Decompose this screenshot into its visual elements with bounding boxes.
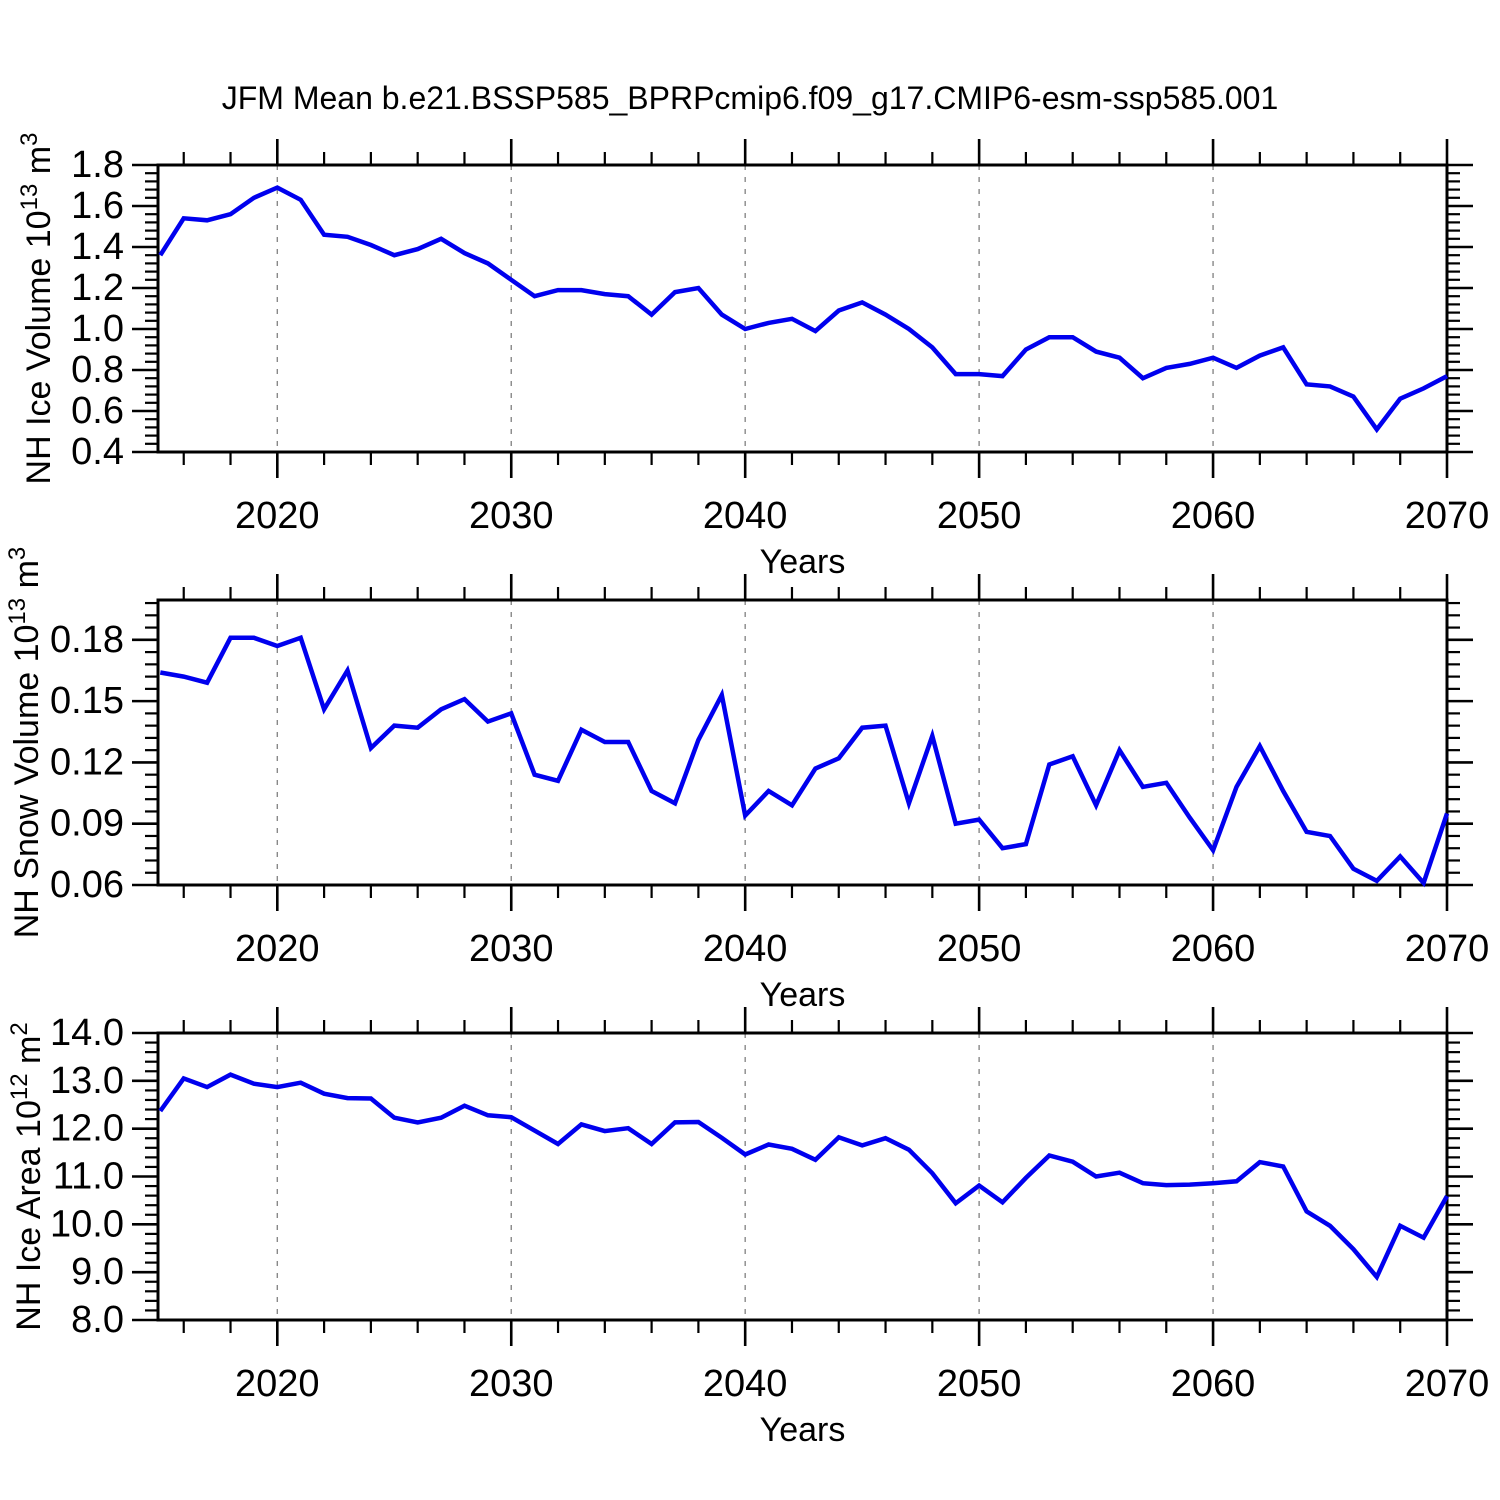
y-axis-title-superscript: 3	[4, 547, 31, 560]
y-axis-title-text: NH Snow Volume 10	[8, 625, 46, 939]
y-tick-label: 0.6	[71, 390, 124, 432]
x-axis-title: Years	[760, 543, 846, 581]
y-axis-title-nh-ice-volume: NH Ice Volume 1013 m3	[16, 133, 58, 485]
y-axis-title-superscript: 13	[16, 184, 43, 211]
y-tick-label: 9.0	[71, 1251, 124, 1293]
x-tick-label: 2030	[469, 1363, 554, 1405]
data-line-nh-ice-volume	[158, 185, 1449, 434]
y-tick-label: 10.0	[50, 1203, 124, 1245]
x-axis-title: Years	[760, 976, 846, 1014]
y-tick-label: 13.0	[50, 1060, 124, 1102]
y-tick-label: 12.0	[50, 1108, 124, 1150]
plot-frame	[156, 598, 1449, 887]
y-tick-label: 1.0	[71, 308, 124, 350]
plot-frame	[156, 1031, 1449, 1322]
x-tick-label: 2030	[469, 928, 554, 970]
x-tick-label: 2070	[1405, 495, 1490, 537]
y-tick-label: 1.8	[71, 144, 124, 186]
y-tick-label: 11.0	[53, 1156, 124, 1198]
y-tick-label: 0.12	[50, 741, 124, 783]
y-tick-label: 0.06	[50, 864, 124, 906]
y-tick-label: 0.15	[50, 680, 124, 722]
data-line-nh-ice-area	[158, 1072, 1449, 1282]
plot-frame	[156, 163, 1449, 454]
x-tick-label: 2050	[937, 495, 1022, 537]
x-axis-title: Years	[760, 1411, 846, 1449]
x-tick-label: 2060	[1171, 495, 1256, 537]
y-tick-label: 0.18	[50, 619, 124, 661]
x-tick-label: 2020	[235, 1363, 320, 1405]
y-tick-label: 0.8	[71, 349, 124, 391]
x-tick-label: 2060	[1171, 1363, 1256, 1405]
x-tick-label: 2050	[937, 1363, 1022, 1405]
y-tick-label: 1.6	[71, 185, 124, 227]
data-line-nh-snow-volume	[159, 634, 1450, 888]
y-axis-title-text: m	[10, 1036, 48, 1074]
y-tick-label: 1.2	[71, 267, 124, 309]
y-axis-title-superscript: 12	[6, 1073, 33, 1100]
y-tick-label: 0.09	[50, 803, 124, 845]
y-tick-label: 8.0	[71, 1299, 124, 1341]
x-tick-label: 2020	[235, 928, 320, 970]
x-tick-label: 2040	[703, 1363, 788, 1405]
y-axis-title-superscript: 13	[4, 598, 31, 625]
y-tick-label: 1.4	[71, 226, 124, 268]
x-tick-label: 2020	[235, 495, 320, 537]
x-tick-label: 2030	[469, 495, 554, 537]
y-axis-title-nh-snow-volume: NH Snow Volume 1013 m3	[4, 547, 46, 939]
y-axis-title-text: NH Ice Area 10	[10, 1100, 48, 1331]
y-axis-title-nh-ice-area: NH Ice Area 1012 m2	[6, 1022, 48, 1330]
figure-title: JFM Mean b.e21.BSSP585_BPRPcmip6.f09_g17…	[221, 80, 1279, 116]
x-tick-label: 2070	[1405, 928, 1490, 970]
x-tick-label: 2060	[1171, 928, 1256, 970]
y-axis-title-superscript: 2	[6, 1022, 33, 1035]
y-tick-label: 0.4	[71, 431, 124, 473]
y-tick-label: 14.0	[50, 1012, 124, 1054]
y-axis-title-text: m	[20, 146, 58, 184]
x-tick-label: 2050	[937, 928, 1022, 970]
x-tick-label: 2040	[703, 928, 788, 970]
x-tick-label: 2070	[1405, 1363, 1490, 1405]
y-axis-title-text: m	[8, 560, 46, 598]
y-axis-title-text: NH Ice Volume 10	[20, 210, 58, 484]
x-tick-label: 2040	[703, 495, 788, 537]
y-axis-title-superscript: 3	[16, 133, 43, 146]
